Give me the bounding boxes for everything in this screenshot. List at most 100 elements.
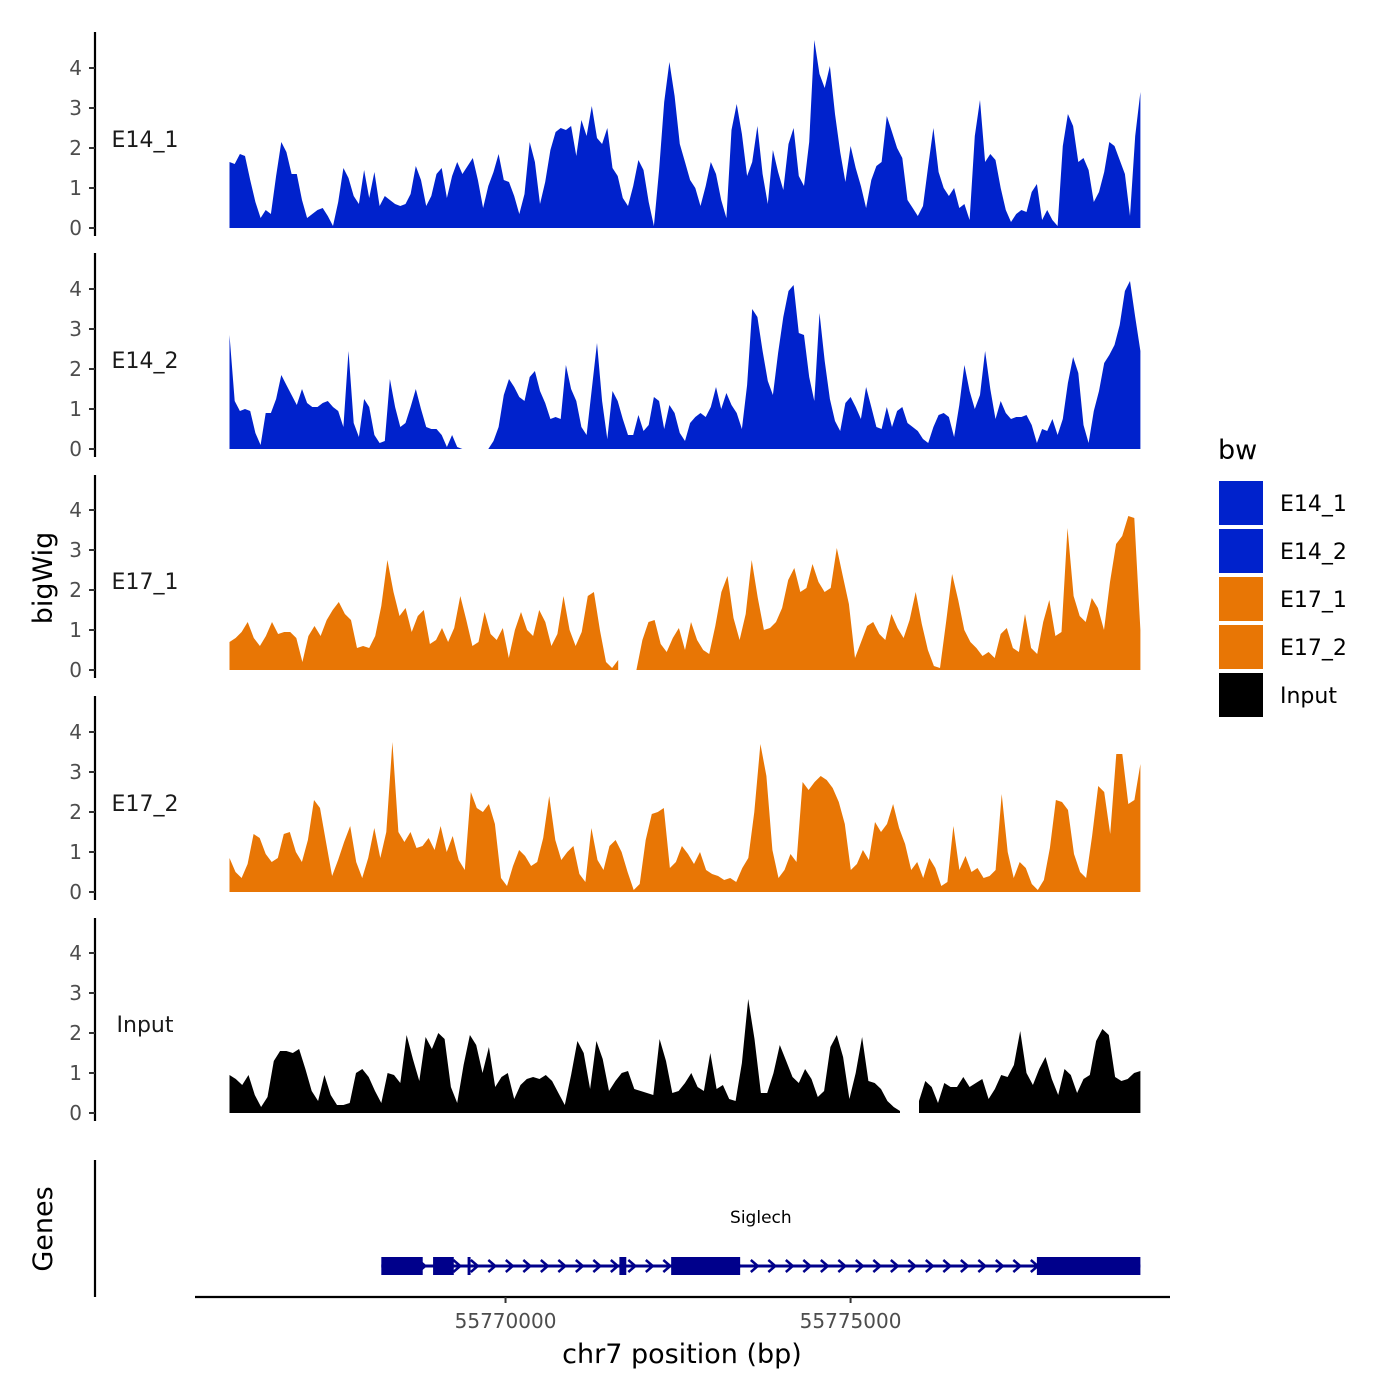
- y-tick-label: 1: [69, 618, 82, 642]
- y-tick-label: 3: [69, 538, 82, 562]
- signal-area-input: [919, 1029, 1141, 1113]
- strand-arrow: [750, 1259, 760, 1273]
- y-tick-label: 2: [69, 1021, 82, 1045]
- strand-arrow: [487, 1259, 498, 1273]
- y-tick-label: 0: [69, 216, 82, 240]
- y-tick-label: 0: [69, 658, 82, 682]
- y-tick-label: 2: [69, 578, 82, 602]
- signal-area-e17-2: [229, 742, 1141, 892]
- strand-arrow: [942, 1259, 953, 1273]
- y-tick-label: 0: [69, 880, 82, 904]
- signal-area-input: [229, 999, 900, 1113]
- legend-swatch-e14-2: [1217, 527, 1265, 575]
- y-tick-label: 3: [69, 760, 82, 784]
- signal-area-e17-1: [636, 516, 1141, 670]
- y-tick-label: 4: [69, 941, 82, 965]
- signal-area-e14-2: [488, 281, 1141, 449]
- y-tick-label: 2: [69, 357, 82, 381]
- legend-title: bw: [1218, 435, 1257, 466]
- gene-exon: [671, 1257, 741, 1275]
- strand-arrow: [872, 1259, 883, 1273]
- strand-arrow: [995, 1259, 1005, 1273]
- strand-arrow: [1012, 1259, 1023, 1273]
- genes-panel: Siglech: [93, 1160, 1141, 1297]
- y-tick-label: 1: [69, 176, 82, 200]
- legend-swatch-e14-1: [1217, 479, 1265, 527]
- gene-exon: [1036, 1257, 1141, 1275]
- gene-exon: [467, 1257, 471, 1275]
- gene-exon: [433, 1257, 454, 1275]
- strand-arrow: [592, 1259, 603, 1273]
- track-e17-1: 0 1 2 3 4 E17_1: [69, 475, 1141, 682]
- gene-exon: [381, 1257, 423, 1275]
- x-axis: 55770000 55775000: [195, 1295, 1170, 1333]
- y-tick-label: 1: [69, 397, 82, 421]
- y-tick-label: 1: [69, 840, 82, 864]
- strand-arrow: [662, 1259, 673, 1273]
- track-input: 0 1 2 3 4 Input: [69, 918, 1141, 1125]
- legend-swatch-e17-1: [1217, 575, 1265, 623]
- track-label: E14_1: [112, 128, 179, 153]
- legend: bw E14_1 E14_2 E17_1 E17_2 Input: [1217, 435, 1347, 719]
- signal-area-e14-2: [229, 335, 463, 449]
- y-tick-label: 4: [69, 498, 82, 522]
- strand-arrow: [855, 1259, 865, 1273]
- strand-arrow: [557, 1259, 568, 1273]
- legend-label: E14_2: [1280, 540, 1347, 565]
- strand-arrow: [960, 1259, 970, 1273]
- strand-arrow: [767, 1259, 778, 1273]
- strand-arrow: [505, 1259, 515, 1273]
- strand-arrow: [785, 1259, 795, 1273]
- x-tick-label: 55770000: [455, 1309, 557, 1333]
- legend-label: Input: [1280, 684, 1337, 709]
- signal-tracks: 0 1 2 3 4 E14_1 0 1 2 3 4 E14_2 0 1 2 3 4 E17_1 0 1 2 3 4 E17_2…: [69, 32, 1141, 1125]
- y-tick-label: 2: [69, 136, 82, 160]
- y-tick-label: 4: [69, 277, 82, 301]
- strand-arrow: [575, 1259, 585, 1273]
- y-tick-label: 0: [69, 437, 82, 461]
- y-tick-label: 1: [69, 1061, 82, 1085]
- y-tick-label: 4: [69, 720, 82, 744]
- track-label: E17_1: [112, 570, 179, 595]
- gene-exon: [619, 1257, 627, 1275]
- track-e14-2: 0 1 2 3 4 E14_2: [69, 253, 1141, 461]
- track-label: Input: [117, 1013, 174, 1038]
- strand-arrow: [890, 1259, 900, 1273]
- y-tick-label: 0: [69, 1101, 82, 1125]
- gene-name-label: Siglech: [730, 1208, 792, 1228]
- track-e14-1: 0 1 2 3 4 E14_1: [69, 32, 1141, 240]
- strand-arrow: [977, 1259, 988, 1273]
- legend-label: E14_1: [1280, 492, 1347, 517]
- strand-arrow: [837, 1259, 848, 1273]
- y-tick-label: 3: [69, 96, 82, 120]
- x-axis-title: chr7 position (bp): [562, 1339, 802, 1370]
- y-tick-label: 2: [69, 800, 82, 824]
- strand-arrow: [452, 1259, 463, 1273]
- y-tick-label: 4: [69, 56, 82, 80]
- genes-axis-title: Genes: [28, 1186, 59, 1271]
- x-tick-label: 55775000: [800, 1309, 902, 1333]
- legend-swatch-e17-2: [1217, 623, 1265, 671]
- strand-arrow: [802, 1259, 813, 1273]
- legend-swatch-input: [1217, 671, 1265, 719]
- strand-arrow: [627, 1259, 638, 1273]
- strand-arrow: [645, 1259, 655, 1273]
- track-label: E14_2: [112, 349, 179, 374]
- strand-arrow: [907, 1259, 918, 1273]
- strand-arrow: [470, 1259, 480, 1273]
- y-tick-label: 3: [69, 317, 82, 341]
- strand-arrow: [540, 1259, 550, 1273]
- strand-arrow: [522, 1259, 533, 1273]
- track-e17-2: 0 1 2 3 4 E17_2: [69, 696, 1141, 904]
- signal-area-e14-1: [229, 40, 1141, 228]
- y-tick-label: 3: [69, 981, 82, 1005]
- y-axis-title: bigWig: [28, 532, 59, 625]
- legend-label: E17_1: [1280, 588, 1347, 613]
- track-label: E17_2: [112, 792, 179, 817]
- strand-arrow: [610, 1259, 620, 1273]
- signal-area-e17-1: [229, 560, 619, 670]
- legend-label: E17_2: [1280, 636, 1347, 661]
- strand-arrow: [925, 1259, 935, 1273]
